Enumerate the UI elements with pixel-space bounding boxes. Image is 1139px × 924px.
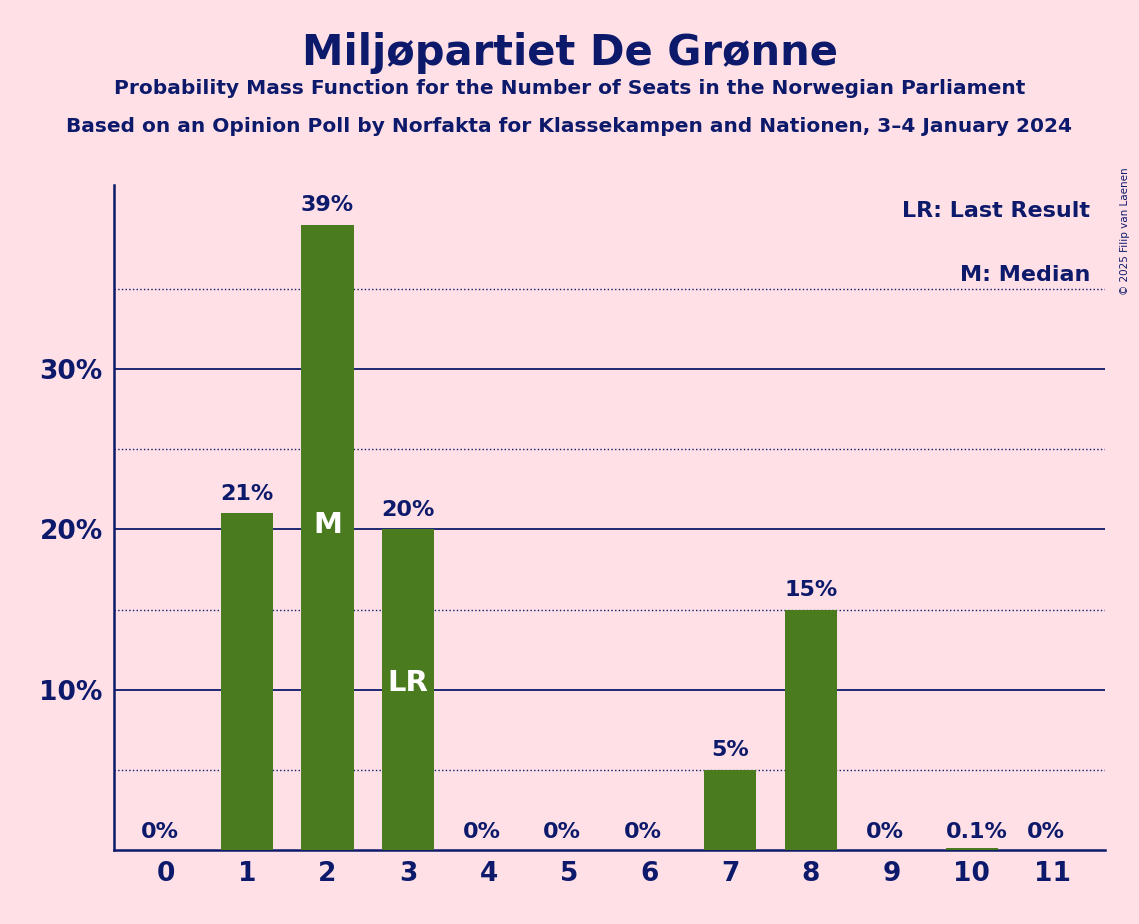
Text: 0%: 0% — [624, 822, 662, 842]
Bar — [785, 610, 837, 850]
Bar — [301, 225, 353, 850]
Text: 0%: 0% — [462, 822, 501, 842]
Text: 5%: 5% — [712, 740, 749, 760]
Text: 0%: 0% — [543, 822, 581, 842]
Text: 20%: 20% — [382, 500, 435, 520]
Text: Probability Mass Function for the Number of Seats in the Norwegian Parliament: Probability Mass Function for the Number… — [114, 79, 1025, 98]
Text: M: Median: M: Median — [959, 264, 1090, 285]
Bar — [382, 529, 434, 850]
Text: Based on an Opinion Poll by Norfakta for Klassekampen and Nationen, 3–4 January : Based on an Opinion Poll by Norfakta for… — [66, 117, 1073, 137]
Text: LR: Last Result: LR: Last Result — [902, 201, 1090, 222]
Text: 39%: 39% — [301, 195, 354, 215]
Text: 0%: 0% — [866, 822, 903, 842]
Text: LR: LR — [387, 669, 428, 698]
Bar — [704, 770, 756, 850]
Text: 0%: 0% — [140, 822, 179, 842]
Text: 21%: 21% — [220, 484, 273, 504]
Text: 0%: 0% — [1026, 822, 1065, 842]
Text: 15%: 15% — [784, 580, 837, 600]
Bar — [945, 848, 998, 850]
Text: 0.1%: 0.1% — [947, 822, 1008, 842]
Text: M: M — [313, 511, 342, 539]
Text: Miljøpartiet De Grønne: Miljøpartiet De Grønne — [302, 32, 837, 74]
Bar — [221, 514, 273, 850]
Text: © 2025 Filip van Laenen: © 2025 Filip van Laenen — [1121, 167, 1130, 295]
